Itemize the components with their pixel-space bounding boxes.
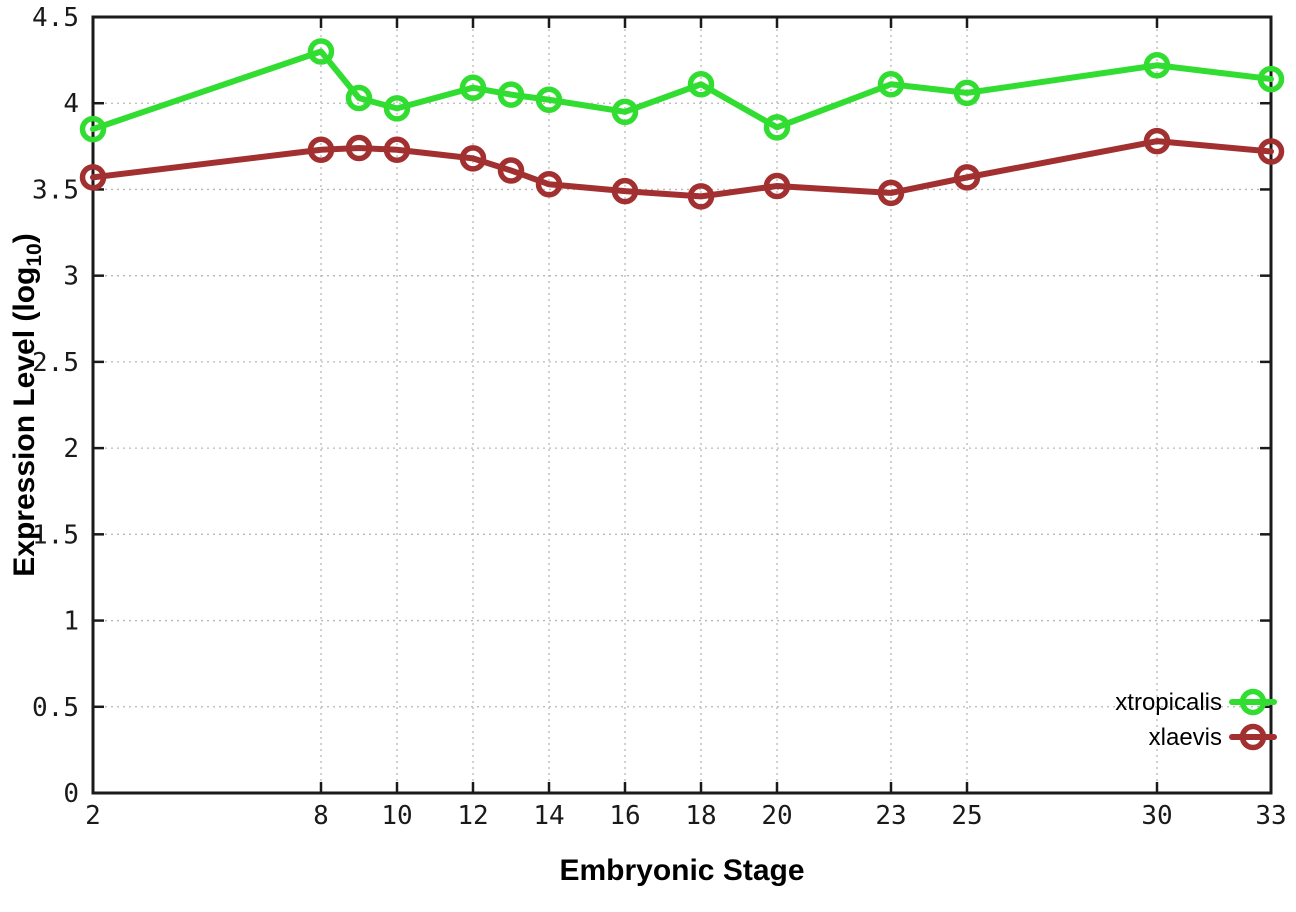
x-tick-label: 33	[1255, 801, 1286, 831]
data-point-xlaevis	[1143, 127, 1171, 155]
x-tick-label: 18	[685, 801, 716, 831]
x-tick-label: 14	[533, 801, 564, 831]
data-point-xtropicalis	[877, 71, 905, 98]
data-point-xtropicalis	[497, 81, 525, 108]
data-point-xlaevis	[953, 164, 981, 191]
x-tick-label: 25	[951, 801, 982, 831]
data-point-xlaevis	[687, 183, 715, 210]
x-tick-label: 12	[457, 801, 488, 831]
legend-marker-xtropicalis	[1239, 688, 1267, 716]
data-point-xtropicalis	[953, 79, 981, 107]
data-point-xlaevis	[763, 172, 791, 200]
y-tick-label: 0.5	[32, 693, 79, 723]
y-tick-label: 3	[63, 262, 79, 292]
data-point-xtropicalis	[1143, 52, 1171, 79]
x-tick-label: 8	[313, 801, 329, 831]
data-point-xtropicalis	[535, 86, 563, 114]
x-tick-label: 23	[875, 801, 906, 831]
y-tick-label: 4.5	[32, 3, 79, 33]
data-point-xtropicalis	[79, 115, 107, 143]
y-axis-title: Expression Level (log10)	[8, 233, 46, 576]
data-point-xlaevis	[459, 145, 487, 172]
data-point-xlaevis	[79, 164, 107, 191]
data-point-xtropicalis	[459, 74, 487, 101]
y-tick-label: 4	[63, 89, 79, 119]
data-point-xtropicalis	[345, 84, 373, 112]
y-tick-label: 0	[63, 779, 79, 809]
plot-border	[91, 15, 1273, 795]
legend-label-xlaevis: xlaevis	[1149, 724, 1222, 751]
data-point-xtropicalis	[307, 38, 335, 65]
data-point-xtropicalis	[687, 71, 715, 98]
data-point-xlaevis	[611, 177, 639, 205]
y-tick-label: 2	[63, 434, 79, 464]
legend-label-xtropicalis: xtropicalis	[1115, 689, 1222, 716]
x-tick-label: 2	[85, 801, 101, 831]
y-tick-label: 2.5	[32, 348, 79, 378]
x-tick-label: 10	[381, 801, 412, 831]
y-tick-label: 1.5	[32, 520, 79, 550]
data-point-xlaevis	[307, 136, 335, 164]
legend-marker-xlaevis	[1239, 723, 1267, 751]
data-point-xtropicalis	[611, 98, 639, 126]
y-tick-label: 3.5	[32, 175, 79, 205]
data-point-xlaevis	[383, 136, 411, 164]
data-point-xlaevis	[877, 179, 905, 207]
x-axis-title: Embryonic Stage	[559, 854, 804, 887]
data-point-xtropicalis	[1257, 65, 1285, 93]
x-tick-label: 20	[761, 801, 792, 831]
data-point-xlaevis	[497, 157, 525, 184]
data-point-xtropicalis	[383, 95, 411, 122]
data-point-xtropicalis	[763, 114, 791, 141]
data-point-xlaevis	[535, 171, 563, 198]
x-tick-label: 30	[1141, 801, 1172, 831]
data-point-xlaevis	[345, 134, 373, 162]
data-point-xlaevis	[1257, 138, 1285, 165]
y-tick-label: 1	[63, 607, 79, 637]
x-tick-label: 16	[609, 801, 640, 831]
